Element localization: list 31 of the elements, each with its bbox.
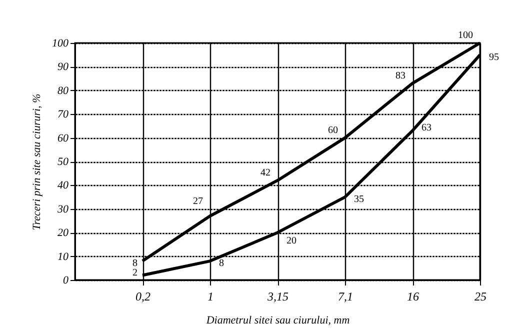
- data-label: 60: [328, 124, 338, 136]
- y-tick-label: 40: [58, 180, 69, 192]
- y-tick-label: 50: [58, 156, 69, 168]
- y-tick-label: 70: [58, 108, 69, 121]
- data-label: 42: [260, 167, 270, 178]
- x-tick-label: 1: [208, 290, 214, 304]
- x-tick-label: 3,15: [266, 290, 288, 304]
- data-label: 20: [286, 236, 296, 247]
- data-label: 63: [422, 122, 432, 134]
- y-tick-label: 90: [58, 61, 69, 74]
- x-tick-label: 16: [407, 290, 419, 304]
- y-axis-title: Treceri prin site sau ciururi, %: [31, 94, 43, 230]
- data-label: 100: [458, 30, 473, 41]
- x-tick-label: 7,1: [338, 290, 353, 304]
- x-tick-label: 0,2: [136, 290, 150, 304]
- data-label: 27: [193, 196, 203, 208]
- y-tick-label: 30: [56, 203, 69, 216]
- data-label: 8: [132, 258, 138, 270]
- y-tick-label: 0: [63, 274, 69, 286]
- data-label: 2: [132, 267, 138, 278]
- x-tick-label: 25: [474, 290, 486, 304]
- data-label: 83: [396, 70, 406, 82]
- data-label: 8: [219, 258, 224, 270]
- data-label: 35: [354, 194, 364, 206]
- x-axis-title: Diametrul sitei sau ciurului, mm: [205, 314, 350, 326]
- data-label: 95: [489, 52, 499, 63]
- y-tick-label: 20: [58, 227, 69, 240]
- y-tick-label: 10: [58, 250, 69, 263]
- y-tick-label: 60: [58, 132, 69, 144]
- y-tick-label: 100: [52, 38, 69, 50]
- y-tick-label: 80: [58, 84, 69, 97]
